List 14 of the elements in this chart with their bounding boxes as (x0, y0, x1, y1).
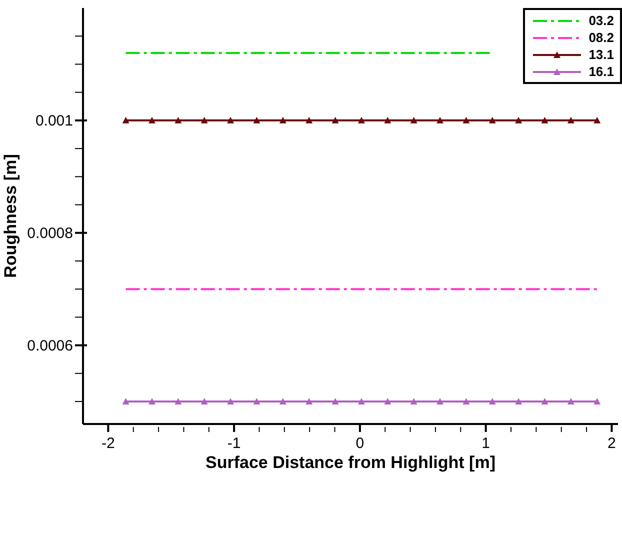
x-tick-label: 1 (482, 435, 490, 452)
x-tick-label: -2 (102, 435, 115, 452)
x-tick-label: 2 (608, 435, 616, 452)
legend-label: 08.2 (588, 30, 614, 45)
y-tick-label: 0.0008 (27, 224, 73, 242)
x-axis-title: Surface Distance from Highlight [m] (206, 453, 496, 472)
legend-label: 13.1 (588, 47, 614, 62)
x-tick-label: -1 (227, 435, 241, 452)
legend-label: 03.2 (588, 13, 614, 28)
legend-label: 16.1 (588, 64, 614, 79)
x-tick-label: 0 (356, 435, 364, 452)
y-tick-label: 0.0006 (27, 337, 73, 354)
y-axis-title: Roughness [m] (1, 154, 20, 278)
y-tick-label: 0.001 (35, 112, 73, 130)
